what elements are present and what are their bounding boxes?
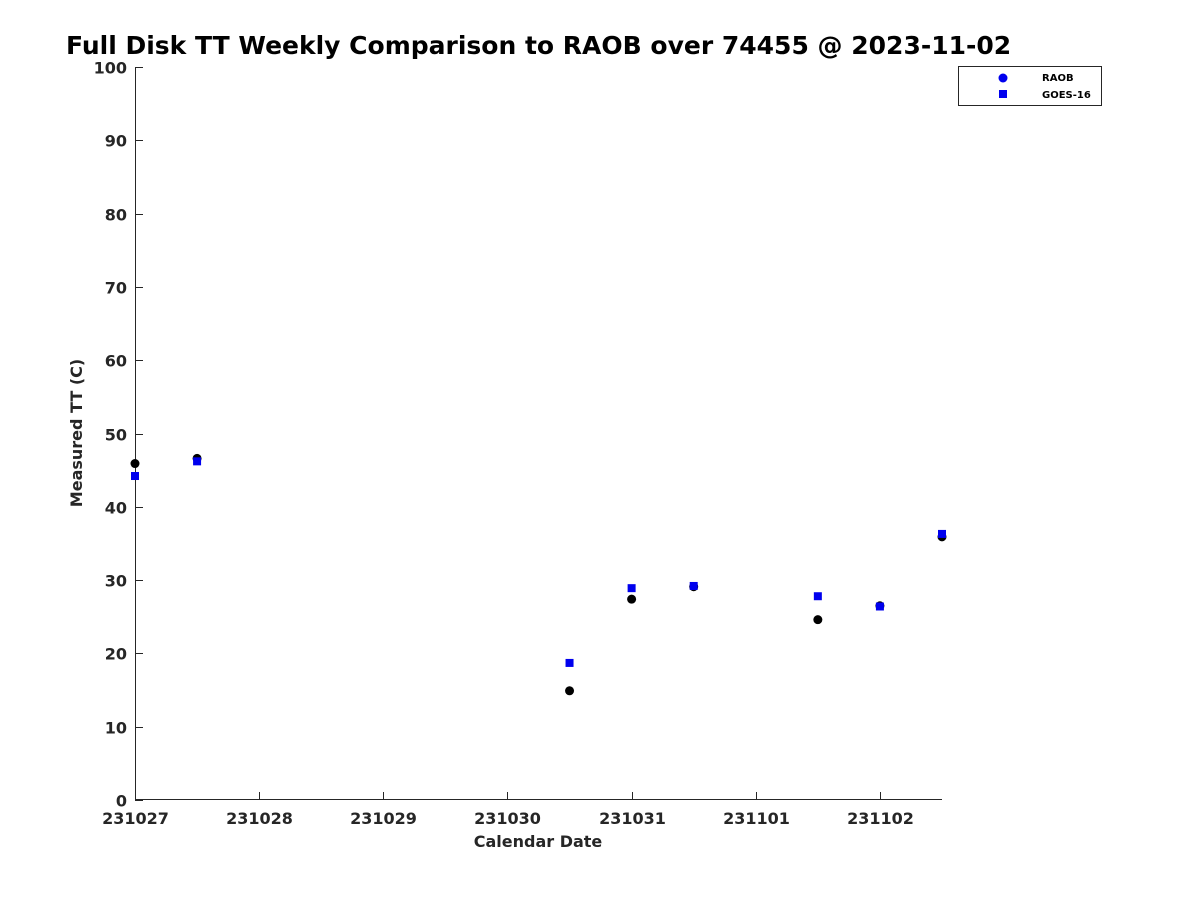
y-tick-label: 20: [105, 645, 127, 664]
y-tick-label: 100: [94, 59, 127, 78]
x-tick-label: 231030: [474, 809, 541, 828]
legend-goes16-marker: [999, 90, 1007, 98]
point-goes16: [689, 581, 698, 590]
point-goes16: [938, 529, 946, 538]
point-goes16: [875, 602, 884, 611]
legend-goes16-label: GOES-16: [1042, 90, 1091, 101]
legend-raob-label: RAOB: [1042, 73, 1074, 84]
point-goes16: [193, 457, 202, 466]
x-tick-label: 231101: [723, 809, 790, 828]
y-ticks: 0 10 20 30 40 50 60 70 80 90 100: [94, 59, 143, 811]
y-tick-label: 40: [105, 499, 127, 518]
point-raob: [130, 459, 140, 469]
y-tick-label: 10: [105, 719, 127, 738]
point-raob: [565, 686, 575, 696]
y-tick-label: 30: [105, 572, 127, 591]
x-tick-label: 231029: [350, 809, 417, 828]
point-goes16: [131, 472, 139, 481]
x-axis-label: Calendar Date: [474, 832, 603, 851]
x-tick-label: 231031: [599, 809, 666, 828]
y-tick-label: 0: [116, 792, 127, 811]
data-points: [130, 453, 947, 696]
y-tick-label: 50: [105, 426, 127, 445]
legend: RAOB GOES-16: [958, 66, 1102, 106]
x-tick-label: 231102: [847, 809, 914, 828]
chart-title: Full Disk TT Weekly Comparison to RAOB o…: [66, 31, 1011, 60]
point-raob: [627, 594, 637, 604]
y-tick-label: 80: [105, 206, 127, 225]
y-tick-label: 60: [105, 352, 127, 371]
x-tick-label: 231027: [102, 809, 169, 828]
point-goes16: [627, 584, 636, 593]
point-goes16: [813, 592, 822, 601]
point-goes16: [565, 658, 574, 667]
y-tick-label: 90: [105, 132, 127, 151]
legend-raob-marker: [998, 73, 1008, 83]
point-raob: [813, 615, 823, 625]
x-tick-label: 231028: [226, 809, 293, 828]
axes: [135, 67, 942, 800]
x-ticks: 231027 231028 231029 231030 231031 231101 2311…: [102, 792, 914, 828]
legend-box: [958, 66, 1102, 106]
y-axis-label: Measured TT (C): [67, 359, 86, 507]
y-tick-label: 70: [105, 279, 127, 298]
